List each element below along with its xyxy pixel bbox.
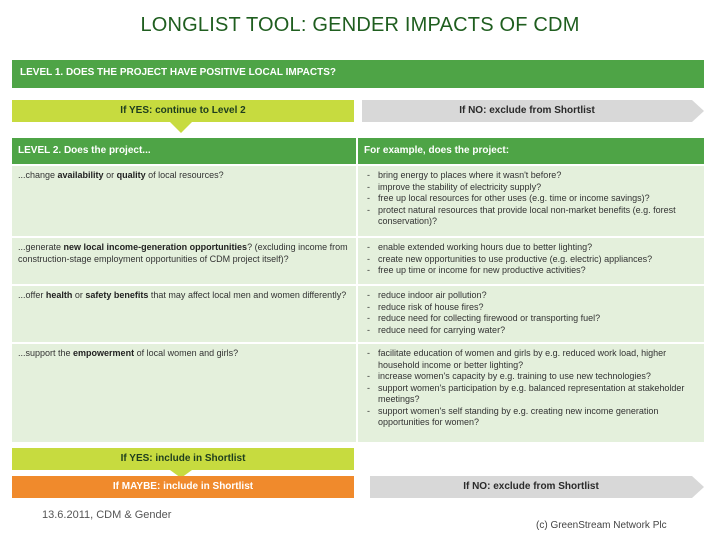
examples-cell: bring energy to places where it wasn't b…	[358, 166, 704, 236]
list-item: support women's participation by e.g. ba…	[364, 383, 698, 406]
maybe-include-box: If MAYBE: include in Shortlist	[12, 476, 354, 498]
question-cell: ...support the empowerment of local wome…	[12, 344, 356, 442]
yes-continue-box: If YES: continue to Level 2	[12, 100, 354, 122]
right-arrow-icon	[692, 100, 704, 122]
list-item: protect natural resources that provide l…	[364, 205, 698, 228]
list-item: enable extended working hours due to bet…	[364, 242, 698, 254]
no-exclude-box-bottom: If NO: exclude from Shortlist	[370, 476, 692, 498]
table-row: ...offer health or safety benefits that …	[12, 286, 704, 342]
question-cell: ...generate new local income-generation …	[12, 238, 356, 284]
level1-banner: LEVEL 1. DOES THE PROJECT HAVE POSITIVE …	[12, 60, 704, 88]
list-item: reduce risk of house fires?	[364, 302, 698, 314]
list-item: support women's self standing by e.g. cr…	[364, 406, 698, 429]
example-header: For example, does the project:	[358, 138, 704, 164]
list-item: facilitate education of women and girls …	[364, 348, 698, 371]
list-item: free up local resources for other uses (…	[364, 193, 698, 205]
table-row: ...change availability or quality of loc…	[12, 166, 704, 236]
no-exclude-box: If NO: exclude from Shortlist	[362, 100, 692, 122]
footer-copyright: (c) GreenStream Network Plc	[536, 520, 667, 531]
examples-cell: reduce indoor air pollution? reduce risk…	[358, 286, 704, 342]
down-arrow-icon	[170, 470, 192, 478]
examples-cell: facilitate education of women and girls …	[358, 344, 704, 442]
footer-date: 13.6.2011, CDM & Gender	[42, 509, 172, 521]
down-arrow-icon	[170, 122, 192, 133]
table-row: ...generate new local income-generation …	[12, 238, 704, 284]
list-item: reduce indoor air pollution?	[364, 290, 698, 302]
list-item: create new opportunities to use producti…	[364, 254, 698, 266]
table-row: ...support the empowerment of local wome…	[12, 344, 704, 442]
list-item: free up time or income for new productiv…	[364, 265, 698, 277]
question-cell: ...offer health or safety benefits that …	[12, 286, 356, 342]
right-arrow-icon	[692, 476, 704, 498]
list-item: bring energy to places where it wasn't b…	[364, 170, 698, 182]
list-item: reduce need for collecting firewood or t…	[364, 313, 698, 325]
list-item: increase women's capacity by e.g. traini…	[364, 371, 698, 383]
question-cell: ...change availability or quality of loc…	[12, 166, 356, 236]
level2-header: LEVEL 2. Does the project...	[12, 138, 356, 164]
list-item: reduce need for carrying water?	[364, 325, 698, 337]
page-title: LONGLIST TOOL: GENDER IMPACTS OF CDM	[140, 14, 580, 36]
list-item: improve the stability of electricity sup…	[364, 182, 698, 194]
yes-include-box: If YES: include in Shortlist	[12, 448, 354, 470]
examples-cell: enable extended working hours due to bet…	[358, 238, 704, 284]
